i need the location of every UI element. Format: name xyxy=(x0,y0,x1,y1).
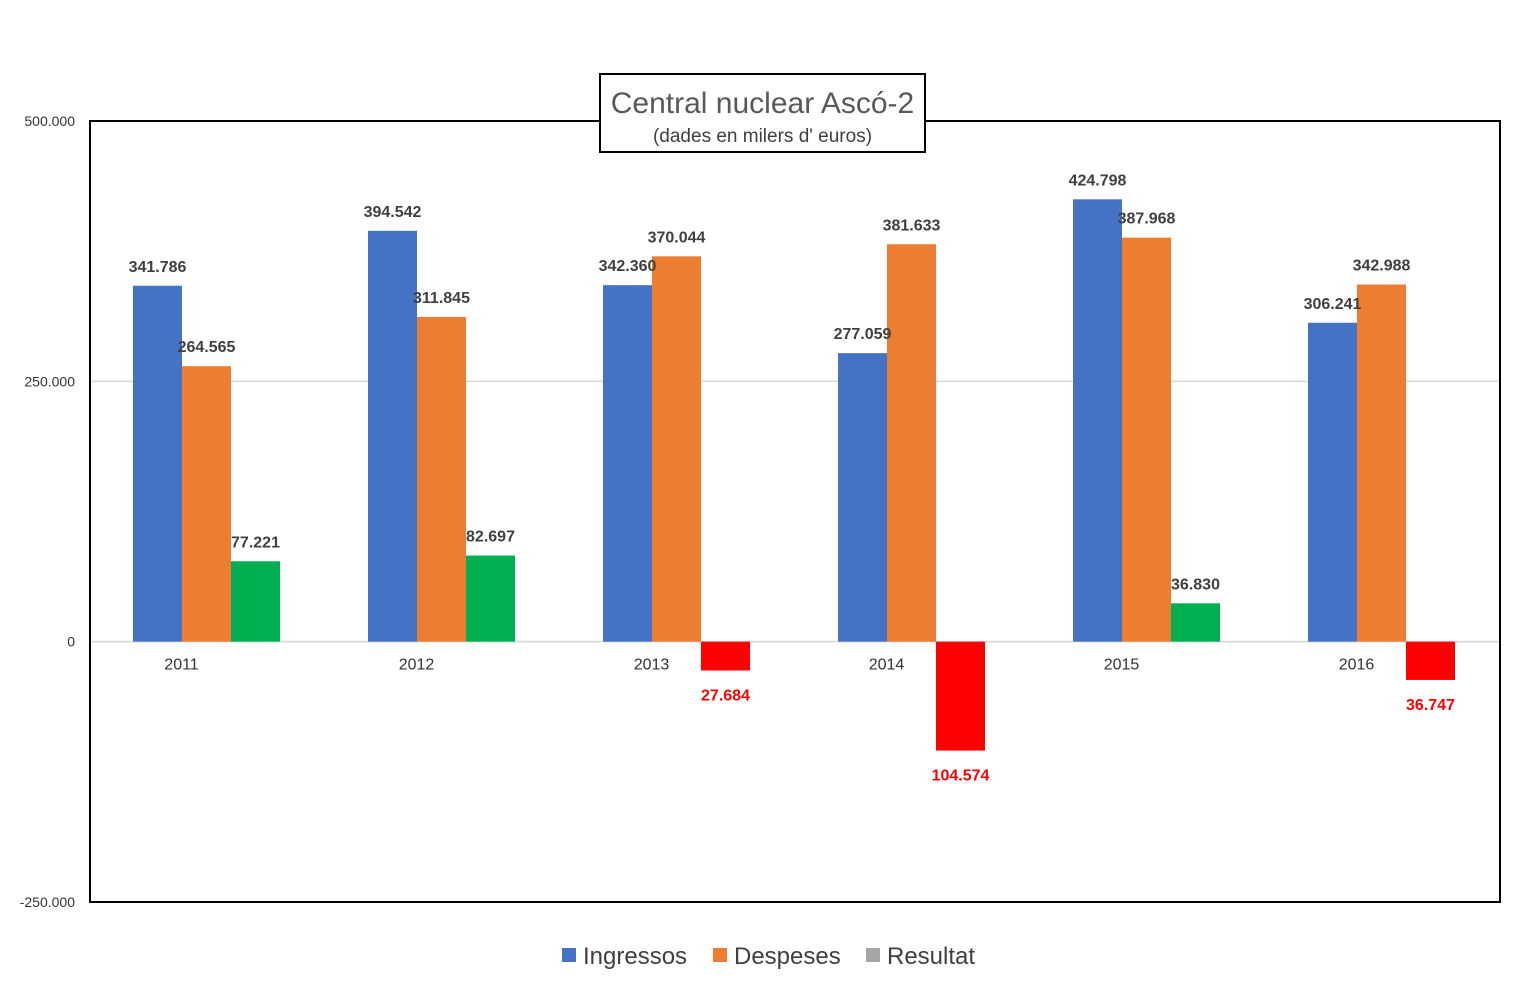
data-label: 342.360 xyxy=(599,258,657,275)
bar-despeses-2011 xyxy=(182,366,231,642)
legend-swatch-despeses xyxy=(713,948,727,962)
bar-resultat-2015 xyxy=(1171,603,1220,642)
data-label: 311.845 xyxy=(413,290,470,307)
chart-title-box: Central nuclear Ascó-2 (dades en milers … xyxy=(599,73,926,153)
legend-swatch-ingressos xyxy=(562,948,576,962)
data-label: 277.059 xyxy=(834,326,892,343)
bar-despeses-2012 xyxy=(417,316,466,642)
bar-despeses-2015 xyxy=(1122,237,1171,642)
data-label: 264.565 xyxy=(178,339,236,356)
plot-area-border xyxy=(89,120,1501,903)
bars xyxy=(133,199,1455,751)
legend-label-resultat: Resultat xyxy=(887,943,975,970)
bar-ingressos-2015 xyxy=(1073,199,1122,642)
legend-label-ingressos: Ingressos xyxy=(583,943,687,970)
y-tick-label: 0 xyxy=(67,634,75,650)
legend: Ingressos Despeses Resultat xyxy=(562,943,975,970)
legend-label-despeses: Despeses xyxy=(734,943,841,970)
data-label: 394.542 xyxy=(364,204,422,221)
bar-despeses-2016 xyxy=(1357,284,1406,642)
bar-ingressos-2014 xyxy=(838,353,887,642)
bar-resultat-2011 xyxy=(231,561,280,642)
data-label: 77.221 xyxy=(231,534,280,551)
bar-resultat-2016 xyxy=(1406,641,1455,680)
bar-ingressos-2013 xyxy=(603,285,652,642)
value-labels: 341.786 264.565 77.221 394.542 311.845 82.697… xyxy=(129,172,1455,784)
bar-ingressos-2011 xyxy=(133,285,182,642)
title-box-frame xyxy=(599,73,926,153)
chart-subtitle: (dades en milers d' euros) xyxy=(653,126,872,147)
gridlines xyxy=(90,380,1500,643)
y-tick-label: 500.000 xyxy=(24,113,75,129)
bar-despeses-2013 xyxy=(652,256,701,642)
data-label: 387.968 xyxy=(1118,211,1176,228)
category-labels: 2011 2012 2013 2014 2015 2016 xyxy=(164,657,1374,674)
data-label: 82.697 xyxy=(466,529,515,546)
bar-ingressos-2012 xyxy=(368,230,417,642)
x-tick-label: 2015 xyxy=(1104,657,1140,674)
bar-ingressos-2016 xyxy=(1308,322,1357,642)
data-label: 27.684 xyxy=(701,687,750,704)
y-axis-tick-labels: 500.000 250.000 0 -250.000 xyxy=(20,113,75,910)
data-label: 370.044 xyxy=(648,229,706,246)
x-tick-label: 2011 xyxy=(164,657,199,674)
x-tick-label: 2016 xyxy=(1339,657,1375,674)
y-tick-label: 250.000 xyxy=(24,373,75,389)
x-tick-label: 2013 xyxy=(634,657,670,674)
data-label: 342.988 xyxy=(1353,258,1411,275)
data-label: 104.574 xyxy=(932,768,990,785)
bar-resultat-2012 xyxy=(466,555,515,642)
bar-resultat-2013 xyxy=(701,641,750,671)
bar-resultat-2014 xyxy=(936,641,985,751)
data-label: 381.633 xyxy=(883,217,941,234)
x-tick-label: 2014 xyxy=(869,657,905,674)
bar-despeses-2014 xyxy=(887,244,936,642)
chart-title: Central nuclear Ascó-2 xyxy=(611,87,915,120)
y-tick-label: -250.000 xyxy=(20,894,75,910)
x-tick-label: 2012 xyxy=(399,657,435,674)
data-label: 424.798 xyxy=(1069,172,1127,189)
data-label: 341.786 xyxy=(129,259,187,276)
data-label: 36.830 xyxy=(1171,576,1220,593)
data-label: 36.747 xyxy=(1406,697,1455,714)
legend-swatch-resultat xyxy=(866,948,880,962)
data-label: 306.241 xyxy=(1304,296,1362,313)
